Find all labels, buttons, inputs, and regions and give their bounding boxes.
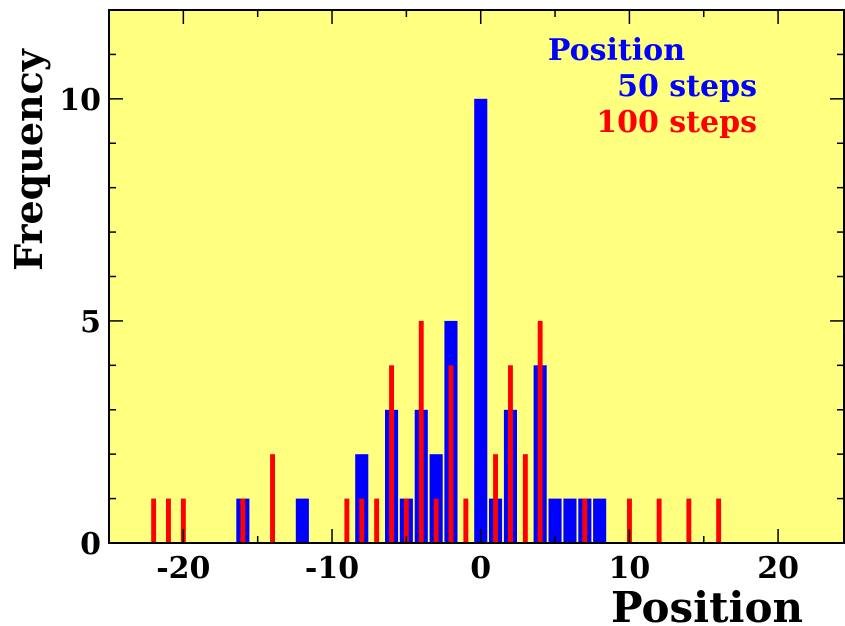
- x-tick-label: -10: [305, 551, 359, 586]
- legend-item-50-steps: 50 steps: [617, 69, 757, 104]
- bar-100-steps: [374, 498, 380, 543]
- series-50-steps: [236, 98, 607, 544]
- bar-100-steps: [344, 498, 350, 543]
- bar-50-steps: [563, 498, 577, 543]
- bar-100-steps: [389, 365, 394, 543]
- bar-100-steps: [240, 498, 246, 543]
- bar-100-steps: [656, 498, 662, 543]
- bar-100-steps: [522, 454, 528, 543]
- series-100-steps: [151, 320, 722, 543]
- x-tick-label: 20: [757, 551, 799, 586]
- bar-50-steps: [474, 98, 488, 544]
- bar-50-steps: [593, 498, 607, 543]
- y-axis-title: Frequency: [6, 48, 51, 271]
- axis-ticks: [109, 10, 844, 543]
- bar-100-steps: [716, 498, 722, 543]
- y-tick-label: 5: [80, 305, 101, 340]
- bar-100-steps: [627, 498, 632, 543]
- bar-50-steps: [548, 498, 562, 543]
- x-axis-title: Position: [611, 583, 803, 626]
- bar-100-steps: [180, 498, 186, 543]
- legend-title: Position: [548, 33, 685, 68]
- x-tick-label: 0: [470, 551, 491, 586]
- bar-100-steps: [151, 498, 157, 543]
- bar-100-steps: [166, 498, 171, 543]
- bar-100-steps: [686, 498, 692, 543]
- x-tick-labels: -20 -10 0 10 20: [156, 551, 799, 586]
- legend-item-100-steps: 100 steps: [596, 105, 757, 140]
- legend: Position 50 steps 100 steps: [548, 33, 757, 140]
- bar-100-steps: [463, 498, 469, 543]
- bar-100-steps: [493, 454, 498, 543]
- y-tick-label: 10: [59, 83, 101, 118]
- bar-100-steps: [418, 320, 424, 543]
- x-tick-label: 10: [609, 551, 651, 586]
- bar-100-steps: [448, 365, 454, 543]
- bar-100-steps: [403, 498, 409, 543]
- y-tick-label: 0: [80, 527, 101, 562]
- bar-100-steps: [508, 365, 513, 543]
- bar-100-steps: [359, 498, 365, 543]
- bar-100-steps: [582, 498, 588, 543]
- x-tick-label: -20: [156, 551, 210, 586]
- y-tick-labels: 0 5 10: [59, 83, 101, 562]
- bar-100-steps: [537, 320, 543, 543]
- bar-50-steps: [295, 498, 309, 543]
- bar-100-steps: [433, 498, 439, 543]
- bar-100-steps: [270, 454, 275, 543]
